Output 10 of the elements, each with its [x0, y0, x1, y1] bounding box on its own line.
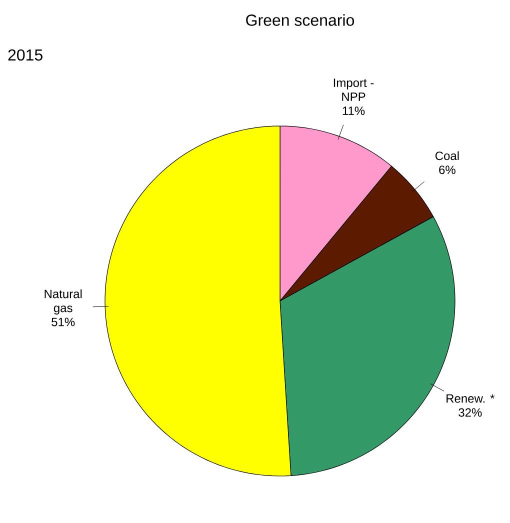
slice-label: Renew. *	[446, 394, 495, 403]
chart-subtitle: 2015	[8, 49, 42, 61]
slice-label: Coal	[435, 151, 459, 160]
slice-label: Natural gas	[44, 289, 82, 315]
data-label: 32%	[458, 408, 482, 417]
data-label: 6%	[439, 166, 456, 174]
slice-label: Import - NPP	[334, 78, 374, 101]
data-label: 11%	[342, 106, 365, 115]
chart-title: Green scenario	[246, 14, 354, 26]
data-label: 51%	[52, 318, 75, 326]
